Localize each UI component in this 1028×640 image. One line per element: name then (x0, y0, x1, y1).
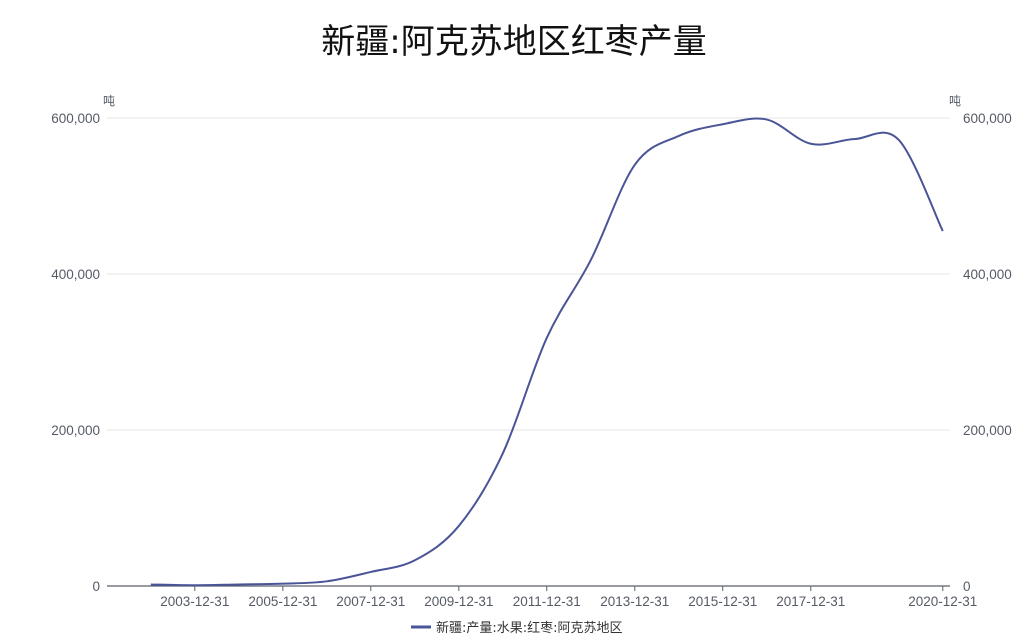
legend[interactable]: 新疆:产量:水果:红枣:阿克苏地区 (411, 620, 623, 636)
y-tick-label-left: 200,000 (51, 423, 100, 438)
x-tick-label: 2013-12-31 (600, 594, 669, 609)
series-line (150, 117, 944, 587)
chart-title: 新疆:阿克苏地区红枣产量 (321, 22, 707, 62)
y-tick-label-right: 400,000 (963, 267, 1012, 282)
y-tick-label-right: 600,000 (963, 111, 1012, 126)
y-tick-label-left: 0 (92, 579, 100, 594)
y-tick-label-left: 600,000 (51, 111, 100, 126)
x-tick-label: 2005-12-31 (248, 594, 317, 609)
axes (107, 585, 950, 591)
x-tick-label: 2011-12-31 (513, 594, 581, 609)
y-tick-label-left: 400,000 (51, 267, 100, 282)
x-tick-label: 2017-12-31 (776, 594, 845, 609)
x-tick-label: 2015-12-31 (688, 594, 757, 609)
gridlines (107, 117, 950, 431)
x-tick-label: 2003-12-31 (160, 594, 229, 609)
x-tick-label: 2007-12-31 (336, 594, 405, 609)
series-group (150, 117, 944, 587)
y-axis-unit-left: 吨 (103, 94, 115, 108)
y-tick-label-right: 0 (963, 579, 971, 594)
x-tick-label: 2009-12-31 (424, 594, 493, 609)
y-tick-label-right: 200,000 (963, 423, 1012, 438)
tick-labels: 0 0 200,000 200,000 400,000 400,000 600,000 600… (51, 111, 1012, 609)
y-axis-unit-right: 吨 (949, 94, 961, 108)
legend-label: 新疆:产量:水果:红枣:阿克苏地区 (436, 620, 623, 636)
x-tick-label: 2020-12-31 (908, 594, 977, 609)
